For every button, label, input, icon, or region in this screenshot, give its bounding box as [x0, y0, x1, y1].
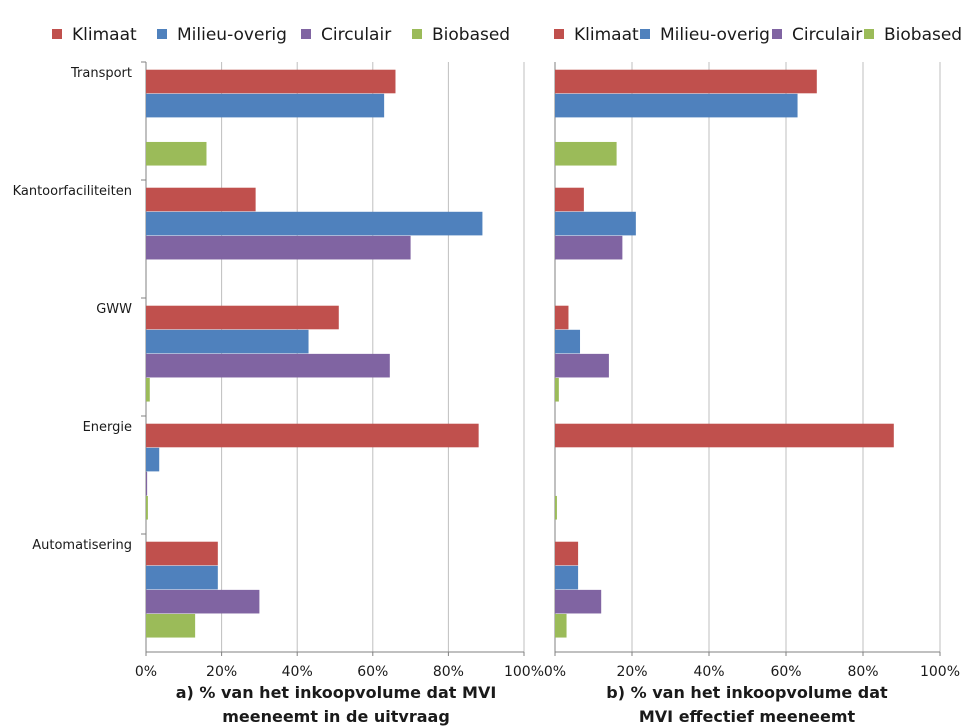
bar-automatisering-milieu-overig — [555, 565, 579, 590]
legend-swatch-klimaat — [554, 29, 564, 39]
bar-automatisering-klimaat — [555, 541, 579, 566]
bar-transport-klimaat — [555, 69, 817, 94]
legend-swatch-klimaat — [52, 29, 62, 39]
x-tick-label: 20% — [616, 664, 647, 680]
x-tick-label: 60% — [357, 664, 388, 680]
category-label-gww: GWW — [96, 302, 132, 317]
legend-swatch-biobased — [412, 29, 422, 39]
bar-kantoorfaciliteiten-klimaat — [146, 187, 256, 212]
bar-automatisering-klimaat — [146, 541, 218, 566]
bar-transport-biobased — [146, 141, 207, 166]
x-tick-label: 100% — [920, 664, 960, 680]
chart-caption-line-1: b) % van het inkoopvolume dat — [606, 683, 888, 702]
bar-gww-circulair — [555, 353, 609, 378]
legend-swatch-circulair — [301, 29, 311, 39]
legend-label-milieu-overig: Milieu-overig — [177, 25, 287, 45]
bar-gww-biobased — [146, 377, 150, 402]
x-tick-label: 60% — [770, 664, 801, 680]
legend-swatch-biobased — [864, 29, 874, 39]
legend-swatch-milieu-overig — [157, 29, 167, 39]
legend-label-circulair: Circulair — [321, 25, 391, 45]
legend-label-milieu-overig: Milieu-overig — [660, 25, 770, 45]
bar-kantoorfaciliteiten-milieu-overig — [146, 211, 483, 236]
chart-panel-a: Klimaat Milieu-overig Circulair Biobased 0% 2… — [13, 25, 544, 726]
bar-energie-circulair — [146, 471, 148, 496]
bar-energie-klimaat — [555, 423, 894, 448]
bar-energie-klimaat — [146, 423, 479, 448]
bar-gww-biobased — [555, 377, 559, 402]
bar-kantoorfaciliteiten-circulair — [555, 235, 623, 260]
chart-caption-line-1: a) % van het inkoopvolume dat MVI — [176, 683, 497, 702]
legend-swatch-milieu-overig — [640, 29, 650, 39]
bar-gww-klimaat — [555, 305, 569, 330]
bar-kantoorfaciliteiten-klimaat — [555, 187, 584, 212]
legend-label-circulair: Circulair — [792, 25, 862, 45]
bar-gww-milieu-overig — [555, 329, 581, 354]
category-label-transport: Transport — [70, 66, 132, 81]
x-tick-label: 40% — [282, 664, 313, 680]
bar-automatisering-milieu-overig — [146, 565, 218, 590]
category-label-automatisering: Automatisering — [32, 538, 132, 553]
chart-caption-line-2: meeneemt in de uitvraag — [222, 707, 450, 726]
bar-kantoorfaciliteiten-circulair — [146, 235, 411, 260]
x-tick-label: 100% — [504, 664, 544, 680]
chart-caption-line-2: MVI effectief meeneemt — [639, 707, 856, 726]
x-tick-label: 20% — [206, 664, 237, 680]
bar-kantoorfaciliteiten-milieu-overig — [555, 211, 636, 236]
legend-label-klimaat: Klimaat — [574, 25, 639, 45]
bar-energie-milieu-overig — [146, 447, 160, 472]
bar-automatisering-biobased — [555, 613, 567, 638]
bar-automatisering-biobased — [146, 613, 196, 638]
bar-energie-biobased — [146, 495, 148, 520]
x-tick-label: 0% — [135, 664, 157, 680]
bar-automatisering-circulair — [555, 589, 602, 614]
x-tick-label: 0% — [544, 664, 566, 680]
legend-label-klimaat: Klimaat — [72, 25, 137, 45]
legend-swatch-circulair — [772, 29, 782, 39]
category-label-energie: Energie — [83, 420, 132, 435]
chart-panel-b: Klimaat Milieu-overig Circulair Biobased 0% 2… — [544, 25, 962, 726]
bar-gww-circulair — [146, 353, 390, 378]
bar-gww-klimaat — [146, 305, 339, 330]
legend-label-biobased: Biobased — [884, 25, 962, 45]
bar-energie-biobased — [555, 495, 557, 520]
bar-transport-milieu-overig — [146, 93, 385, 118]
bar-transport-klimaat — [146, 69, 396, 94]
bar-gww-milieu-overig — [146, 329, 309, 354]
legend-label-biobased: Biobased — [432, 25, 510, 45]
bar-automatisering-circulair — [146, 589, 260, 614]
x-tick-label: 80% — [847, 664, 878, 680]
category-label-kantoorfaciliteiten: Kantoorfaciliteiten — [13, 184, 132, 199]
bar-transport-biobased — [555, 141, 617, 166]
x-tick-label: 40% — [693, 664, 724, 680]
bar-transport-milieu-overig — [555, 93, 798, 118]
x-tick-label: 80% — [433, 664, 464, 680]
